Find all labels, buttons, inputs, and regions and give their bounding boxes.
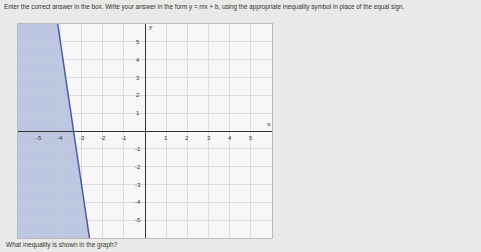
svg-text:-2: -2 [135,164,141,170]
svg-text:1: 1 [136,110,140,116]
svg-text:-1: -1 [135,146,141,152]
svg-text:5: 5 [136,39,140,45]
svg-text:5: 5 [249,135,253,141]
svg-text:-3: -3 [79,135,85,141]
svg-text:-4: -4 [57,135,63,141]
svg-text:3: 3 [207,135,211,141]
svg-text:x: x [267,120,271,128]
svg-text:4: 4 [228,135,232,141]
svg-text:-2: -2 [100,135,106,141]
html-text:What inequality is shown in th: What inequality is shown in the graph? [6,241,118,248]
svg-text:-3: -3 [135,182,141,188]
svg-text:2: 2 [185,135,189,141]
svg-text:-1: -1 [121,135,127,141]
svg-text:-5: -5 [36,135,42,141]
html-text:Enter the correct answer in th: Enter the correct answer in the box. Wri… [4,3,405,10]
svg-text:2: 2 [136,92,140,98]
svg-text:-5: -5 [135,217,141,223]
svg-text:4: 4 [136,57,140,63]
svg-text:1: 1 [164,135,168,141]
svg-text:y: y [149,23,153,31]
svg-text:3: 3 [136,75,140,81]
svg-text:-4: -4 [135,199,141,205]
